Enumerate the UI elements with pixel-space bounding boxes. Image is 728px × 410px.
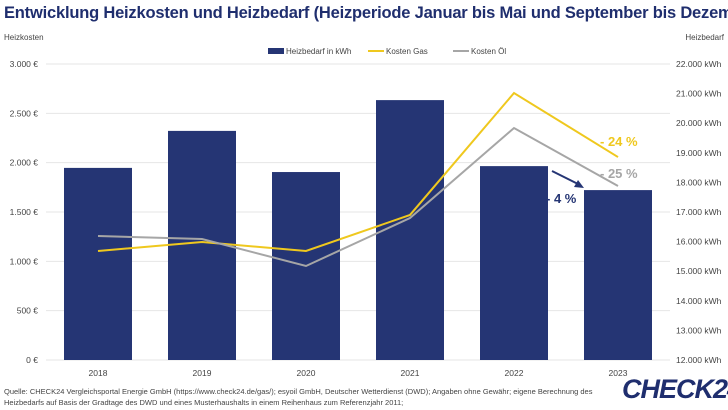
x-tick: 2018 [89, 368, 108, 378]
annotation-gas: - 24 % [600, 134, 638, 149]
bar-heizbedarf-2018 [64, 167, 132, 360]
x-tick: 2022 [505, 368, 524, 378]
y-left-tick: 2.000 € [10, 158, 39, 168]
x-tick: 2021 [401, 368, 420, 378]
y-left-tick: 3.000 € [10, 59, 39, 69]
y-left-tick: 500 € [17, 306, 39, 316]
left-axis-label: Heizkosten [4, 33, 44, 42]
arrow-head-icon [574, 180, 584, 188]
y-left-tick: 1.000 € [10, 256, 39, 266]
y-left-tick: 1.500 € [10, 207, 39, 217]
y-right-tick: 12.000 kWh [676, 355, 722, 365]
y-right-tick: 20.000 kWh [676, 118, 722, 128]
y-right-tick: 19.000 kWh [676, 148, 722, 158]
y-right-tick: 14.000 kWh [676, 296, 722, 306]
annotation-oel: - 25 % [600, 166, 638, 181]
chart-title: Entwicklung Heizkosten und Heizbedarf (H… [4, 4, 728, 22]
x-tick: 2020 [297, 368, 316, 378]
annotation-arrow [551, 170, 581, 186]
annotation-heizbedarf: - 4 % [546, 191, 577, 206]
y-right-tick: 17.000 kWh [676, 207, 722, 217]
right-axis-label: Heizbedarf [685, 33, 724, 42]
y-right-tick: 22.000 kWh [676, 59, 722, 69]
line-kosten-öl [97, 126, 619, 268]
legend-label: Kosten Gas [386, 47, 428, 56]
legend-swatch [268, 48, 284, 54]
bar-heizbedarf-2021 [376, 100, 444, 360]
y-left-tick: 2.500 € [10, 108, 39, 118]
x-tick: 2023 [609, 368, 628, 378]
check24-logo: CHECK24 [622, 374, 728, 404]
y-left-tick: 0 € [26, 355, 38, 365]
bar-heizbedarf-2022 [480, 166, 548, 360]
source-note: Quelle: CHECK24 Vergleichsportal Energie… [4, 387, 593, 407]
y-right-tick: 16.000 kWh [676, 237, 722, 247]
y-right-tick: 13.000 kWh [676, 325, 722, 335]
legend-label: Kosten Öl [471, 47, 506, 56]
x-tick: 2019 [193, 368, 212, 378]
line-kosten-gas [97, 91, 619, 252]
y-right-tick: 15.000 kWh [676, 266, 722, 276]
legend-label: Heizbedarf in kWh [286, 47, 351, 56]
bar-heizbedarf-2023 [584, 190, 652, 360]
y-right-tick: 18.000 kWh [676, 177, 722, 187]
y-right-tick: 21.000 kWh [676, 89, 722, 99]
